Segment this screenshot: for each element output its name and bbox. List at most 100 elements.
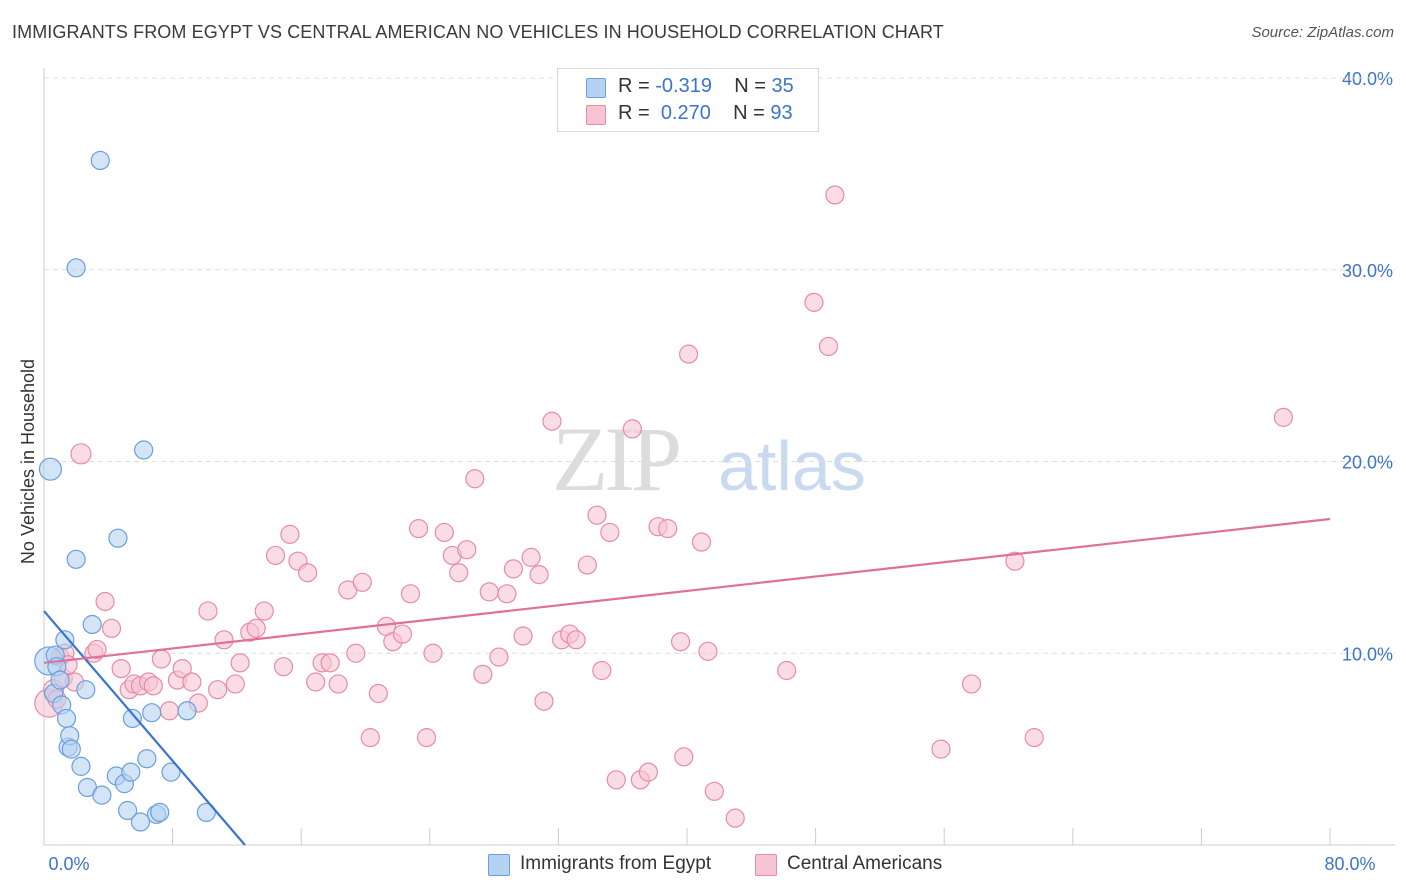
central-american-point <box>534 691 554 711</box>
x-tick-label: 80.0% <box>1324 854 1375 874</box>
y-tick-label: 10.0% <box>1342 644 1393 664</box>
central-n-label: N = <box>733 102 765 124</box>
central-american-point <box>691 532 712 552</box>
egypt-point <box>108 528 128 548</box>
egypt-point <box>66 549 86 569</box>
central-american-point <box>804 292 824 312</box>
stats-legend: R = -0.319 N = 35 R = 0.270 N = 93 <box>557 68 819 132</box>
central-american-point <box>457 540 477 560</box>
central-american-point <box>320 653 340 673</box>
central-american-point <box>360 728 380 748</box>
central-american-point <box>392 624 413 644</box>
legend-central-label: Central Americans <box>787 853 943 874</box>
egypt-point <box>55 630 75 650</box>
central-american-point <box>159 701 179 721</box>
central-american-point <box>961 674 982 694</box>
egypt-r-value: -0.319 <box>655 75 712 97</box>
central-american-point <box>698 641 718 661</box>
central-american-point <box>400 584 421 604</box>
central-r-label: R = <box>618 102 650 124</box>
central-american-point <box>273 657 294 677</box>
egypt-point <box>161 762 181 782</box>
y-tick-label: 20.0% <box>1342 453 1393 473</box>
central-american-point <box>679 344 699 364</box>
central-american-point <box>674 747 694 767</box>
egypt-point <box>196 802 216 823</box>
central-american-point <box>1024 728 1044 748</box>
central-american-point <box>198 601 218 621</box>
egypt-point <box>66 258 86 278</box>
central-american-point <box>208 680 228 700</box>
central-american-point <box>606 770 626 790</box>
legend-egypt-swatch <box>488 854 510 876</box>
central-american-point <box>600 522 620 543</box>
egypt-point <box>90 150 110 171</box>
central-american-point <box>818 336 839 357</box>
egypt-point <box>121 762 141 782</box>
central-american-point <box>298 563 318 583</box>
central-american-point <box>328 674 348 694</box>
central-american-point <box>577 555 597 575</box>
central-american-point <box>306 672 326 692</box>
central-american-point <box>182 672 202 692</box>
central-american-point <box>111 658 131 679</box>
central-american-point <box>1273 407 1293 427</box>
egypt-point <box>61 739 81 759</box>
watermark-atlas: atlas <box>718 427 866 505</box>
egypt-point <box>177 701 197 721</box>
y-tick-label: 30.0% <box>1342 261 1393 281</box>
central-american-point <box>497 584 517 604</box>
central-american-point <box>246 618 266 638</box>
source-label: Source: ZipAtlas.com <box>1251 24 1394 41</box>
egypt-point <box>82 614 102 635</box>
central-american-point <box>529 565 549 585</box>
central-american-point <box>931 739 951 759</box>
central-american-point <box>151 649 171 669</box>
central-american-point <box>704 781 724 801</box>
central-american-point <box>214 630 234 650</box>
egypt-r-label: R = <box>618 75 650 97</box>
egypt-n-label: N = <box>734 75 766 97</box>
central-american-point <box>622 419 642 439</box>
central-american-point <box>638 762 659 782</box>
central-american-point <box>87 639 107 660</box>
central-american-point <box>465 469 485 489</box>
central-american-point <box>172 658 192 679</box>
egypt-point <box>56 708 77 729</box>
central-american-point <box>592 660 612 681</box>
central-american-point <box>95 591 115 612</box>
egypt-point <box>134 440 154 460</box>
central-american-point <box>368 683 388 704</box>
egypt-point <box>122 708 143 729</box>
egypt-n-value: 35 <box>771 75 794 97</box>
central-american-point <box>513 626 533 646</box>
central-american-point <box>542 411 562 431</box>
egypt-point <box>50 670 70 690</box>
egypt-point <box>130 812 151 832</box>
central-american-point <box>1005 551 1025 571</box>
central-american-point <box>254 601 274 621</box>
central-american-point <box>101 618 122 638</box>
egypt-point <box>150 802 170 823</box>
central-american-point <box>479 582 499 602</box>
central-american-point <box>825 185 845 205</box>
central-american-point <box>489 647 509 667</box>
y-tick-label: 40.0% <box>1342 69 1393 89</box>
x-tick-label: 0.0% <box>48 854 89 874</box>
central-american-point <box>566 630 586 650</box>
legend-central-swatch <box>755 854 777 876</box>
watermark-zip: ZIP <box>552 408 679 510</box>
central-american-point <box>423 643 443 663</box>
central-american-point <box>416 728 437 748</box>
central-american-point <box>408 519 429 539</box>
central-american-point <box>473 664 493 684</box>
central-american-point <box>725 808 745 828</box>
egypt-point <box>38 457 63 481</box>
central-american-point <box>658 519 678 539</box>
legend-egypt-label: Immigrants from Egypt <box>520 853 712 874</box>
egypt-point <box>92 785 112 805</box>
central-american-point <box>587 505 607 525</box>
central-american-point <box>280 524 300 544</box>
egypt-swatch <box>586 78 606 98</box>
